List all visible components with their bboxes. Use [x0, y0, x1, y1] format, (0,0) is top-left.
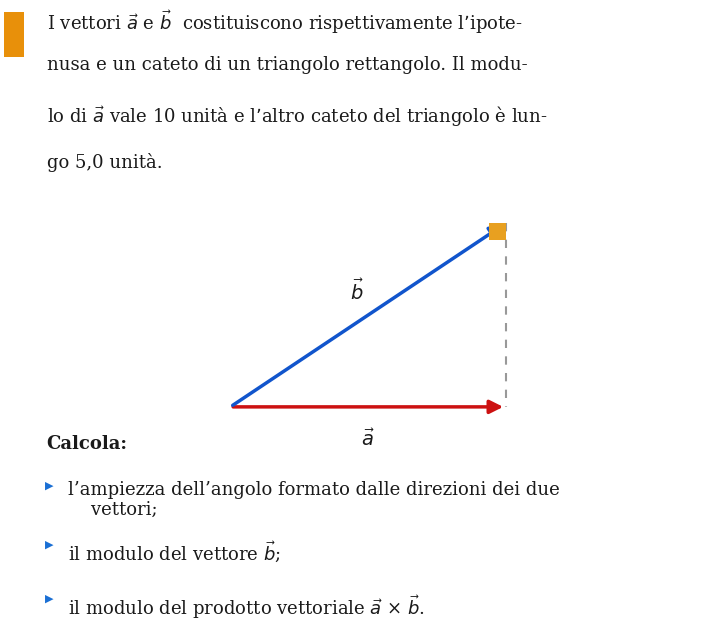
Text: il modulo del prodotto vettoriale $\vec{a}$ × $\vec{b}$.: il modulo del prodotto vettoriale $\vec{… [68, 593, 425, 621]
Bar [490, 223, 506, 239]
Text: I vettori $\vec{a}$ e $\vec{b}$  costituiscono rispettivamente l’ipote-: I vettori $\vec{a}$ e $\vec{b}$ costitui… [47, 8, 522, 36]
Text: ▶: ▶ [45, 540, 53, 550]
Text: lo di $\vec{a}$ vale 10 unità e l’altro cateto del triangolo è lun-: lo di $\vec{a}$ vale 10 unità e l’altro … [47, 105, 547, 129]
FancyBboxPatch shape [4, 13, 24, 57]
Text: Calcola:: Calcola: [47, 435, 128, 454]
Text: ▶: ▶ [45, 481, 53, 491]
Text: $\vec{b}$: $\vec{b}$ [350, 278, 364, 304]
Text: go 5,0 unità.: go 5,0 unità. [47, 152, 162, 171]
Text: nusa e un cateto di un triangolo rettangolo. Il modu-: nusa e un cateto di un triangolo rettang… [47, 56, 527, 74]
Text: $\vec{a}$: $\vec{a}$ [361, 429, 375, 450]
Text: l’ampiezza dell’angolo formato dalle direzioni dei due
    vettori;: l’ampiezza dell’angolo formato dalle dir… [68, 481, 560, 519]
Text: il modulo del vettore $\vec{b}$;: il modulo del vettore $\vec{b}$; [68, 540, 281, 565]
Text: ▶: ▶ [45, 593, 53, 603]
